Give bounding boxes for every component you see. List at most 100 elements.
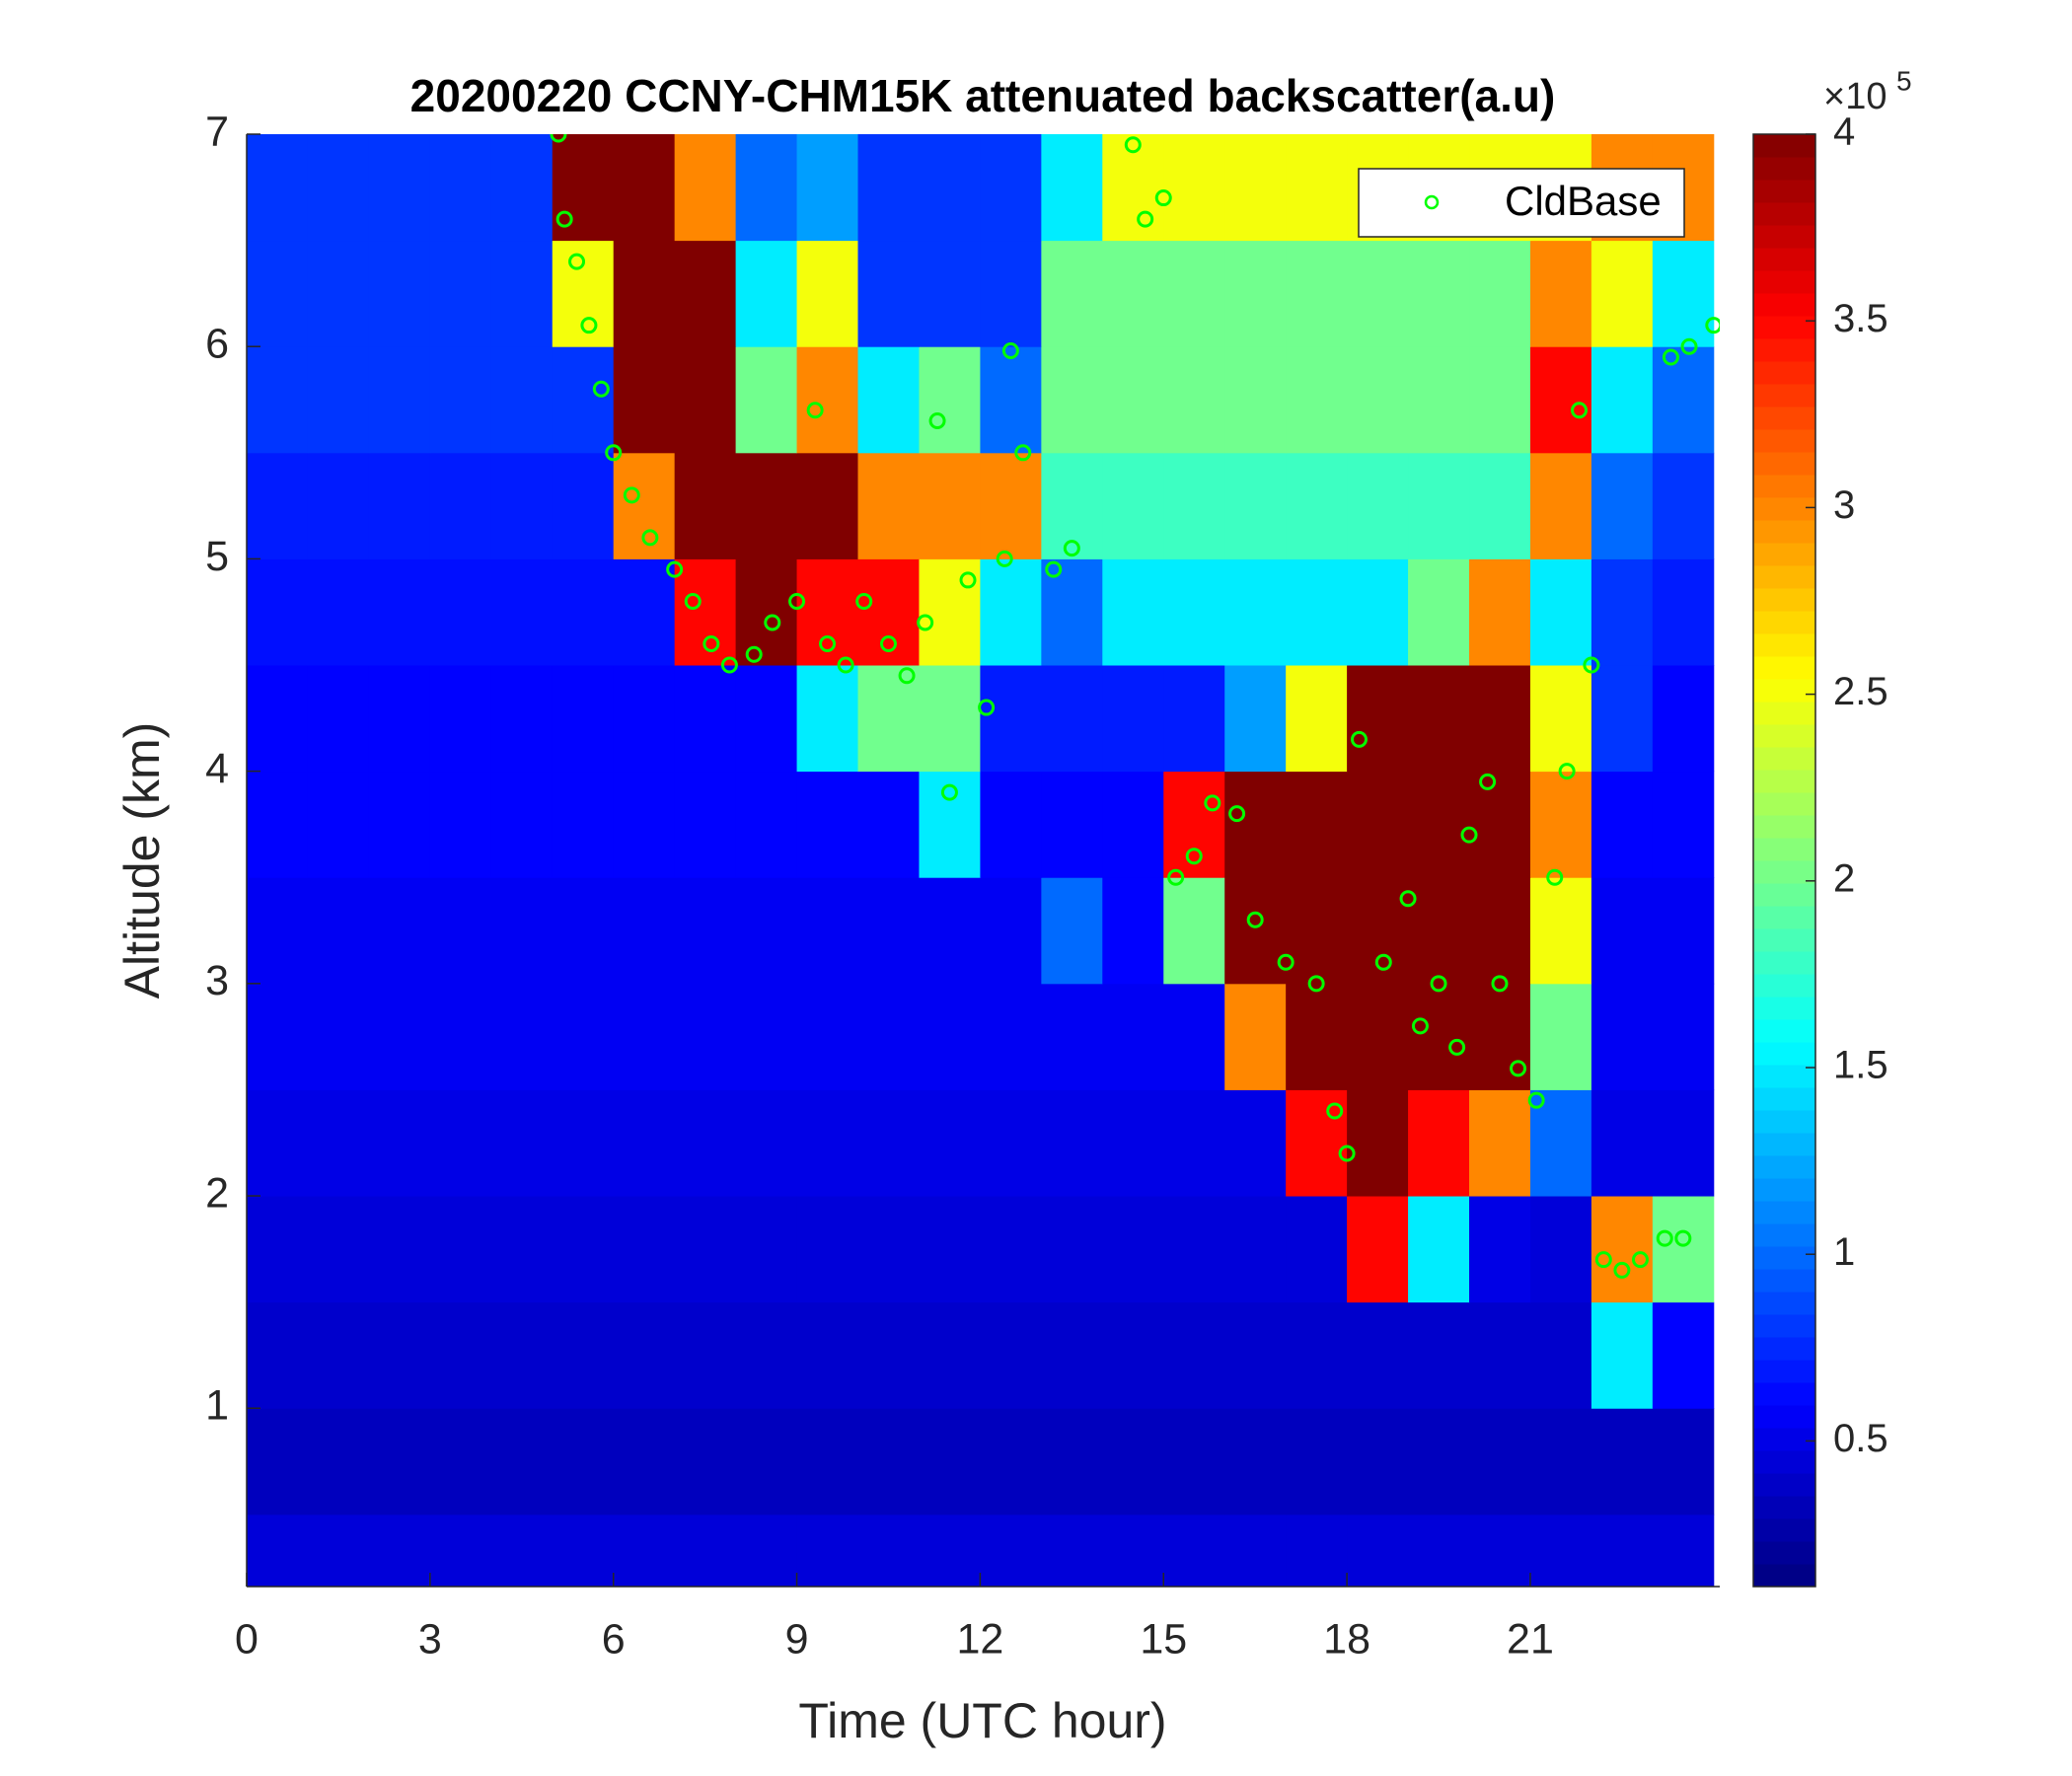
heatmap-cell — [1652, 1514, 1715, 1587]
heatmap-cell — [490, 665, 554, 773]
heatmap-cell — [429, 771, 492, 878]
heatmap-cell — [980, 240, 1042, 347]
heatmap-cell — [1347, 1408, 1409, 1516]
heatmap-cell — [1469, 1196, 1531, 1303]
y-axis-label: Altitude (km) — [114, 722, 170, 999]
heatmap-cell — [1469, 1301, 1531, 1409]
cloud-base-point — [1613, 1261, 1631, 1279]
cloud-base-point — [641, 529, 659, 547]
heatmap-cell — [796, 240, 859, 347]
cloud-base-point — [666, 560, 684, 578]
heatmap-cell — [429, 665, 492, 773]
heatmap-cell — [919, 665, 981, 773]
heatmap-cell — [1591, 1089, 1654, 1197]
heatmap-cell — [1102, 1514, 1164, 1587]
cloud-base-point — [1014, 444, 1032, 462]
heatmap-cell — [1652, 877, 1715, 985]
heatmap-cell — [1652, 1089, 1715, 1197]
heatmap-cell — [1347, 346, 1409, 454]
heatmap-cell — [1286, 665, 1348, 773]
y-tick-label: 7 — [205, 108, 229, 155]
heatmap-cell — [674, 240, 737, 347]
heatmap-cell — [1163, 1408, 1225, 1516]
x-tick-label: 12 — [956, 1615, 1003, 1663]
heatmap-cell — [613, 1514, 676, 1587]
heatmap-cell — [307, 452, 370, 559]
heatmap-cell — [919, 1089, 981, 1197]
heatmap-cell — [1408, 558, 1470, 666]
colorbar-tick-label: 0.5 — [1833, 1417, 1888, 1460]
cloud-base-point — [917, 614, 934, 631]
colorbar-exponent-base: ×10 — [1823, 76, 1887, 117]
heatmap-cell — [1529, 452, 1592, 559]
cloud-base-point — [1063, 540, 1080, 557]
heatmap-cell — [490, 558, 554, 666]
heatmap-cell — [1347, 558, 1409, 666]
cloud-base-point — [1705, 317, 1720, 334]
cloud-base-point — [928, 412, 946, 430]
heatmap-cell — [429, 1301, 492, 1409]
heatmap-cell — [1041, 1301, 1103, 1409]
cloud-base-point — [1656, 1229, 1673, 1247]
heatmap-cell — [1224, 1514, 1287, 1587]
cloud-base-point — [996, 550, 1013, 567]
heatmap-cell — [796, 1301, 859, 1409]
heatmap-cell — [1224, 1089, 1287, 1197]
heatmap-cell — [1408, 877, 1470, 985]
heatmap-cell — [1347, 240, 1409, 347]
cloud-base-point — [1124, 136, 1142, 154]
heatmap-cell — [613, 1408, 676, 1516]
cloud-base-point — [1546, 868, 1564, 886]
heatmap-cell — [796, 1196, 859, 1303]
heatmap-cell — [1591, 877, 1654, 985]
heatmap-cell — [857, 1089, 920, 1197]
heatmap-cell — [1347, 1089, 1409, 1197]
heatmap-cell — [368, 452, 431, 559]
heatmap-cell — [429, 452, 492, 559]
heatmap-cell — [735, 771, 798, 878]
cloud-base-point — [605, 444, 623, 462]
heatmap-cell — [980, 1408, 1042, 1516]
heatmap-cell — [1469, 665, 1531, 773]
heatmap-cell — [1224, 346, 1287, 454]
heatmap-cell — [1286, 1089, 1348, 1197]
heatmap-cell — [735, 240, 798, 347]
heatmap-cell — [674, 1196, 737, 1303]
legend-marker — [1424, 194, 1440, 210]
heatmap-cell — [919, 346, 981, 454]
heatmap-cell — [1041, 983, 1103, 1090]
heatmap-cell — [368, 1089, 431, 1197]
heatmap-cell — [490, 1089, 554, 1197]
heatmap-cell — [552, 1089, 615, 1197]
heatmap-cell — [552, 558, 615, 666]
cloud-base-point — [1510, 1060, 1527, 1077]
heatmap-cell — [552, 983, 615, 1090]
heatmap-cell — [857, 346, 920, 454]
heatmap-cell — [1224, 771, 1287, 878]
heatmap-cell — [919, 877, 981, 985]
heatmap-cell — [1529, 771, 1592, 878]
heatmap-cell — [1224, 558, 1287, 666]
cloud-base-point — [978, 699, 996, 716]
y-tick-label: 1 — [205, 1382, 229, 1430]
heatmap-cell — [1591, 452, 1654, 559]
heatmap-cell — [1529, 346, 1592, 454]
heatmap-cell — [1163, 134, 1225, 242]
heatmap-cell — [1652, 240, 1715, 347]
cloud-base-point — [879, 634, 897, 652]
heatmap-cell — [1102, 1196, 1164, 1303]
heatmap-cell — [735, 558, 798, 666]
heatmap-cell — [796, 1089, 859, 1197]
heatmap-cell — [796, 877, 859, 985]
heatmap-cell — [1469, 558, 1531, 666]
heatmap-cell — [674, 665, 737, 773]
cloud-base-point — [1338, 1145, 1356, 1162]
heatmap-cell — [1652, 346, 1715, 454]
heatmap-cell — [1529, 983, 1592, 1090]
heatmap-cell — [1469, 983, 1531, 1090]
heatmap-cell — [1347, 1301, 1409, 1409]
heatmap-cell — [613, 558, 676, 666]
heatmap-cell — [552, 665, 615, 773]
cloud-base-point — [720, 656, 738, 674]
heatmap-cell — [1529, 1408, 1592, 1516]
